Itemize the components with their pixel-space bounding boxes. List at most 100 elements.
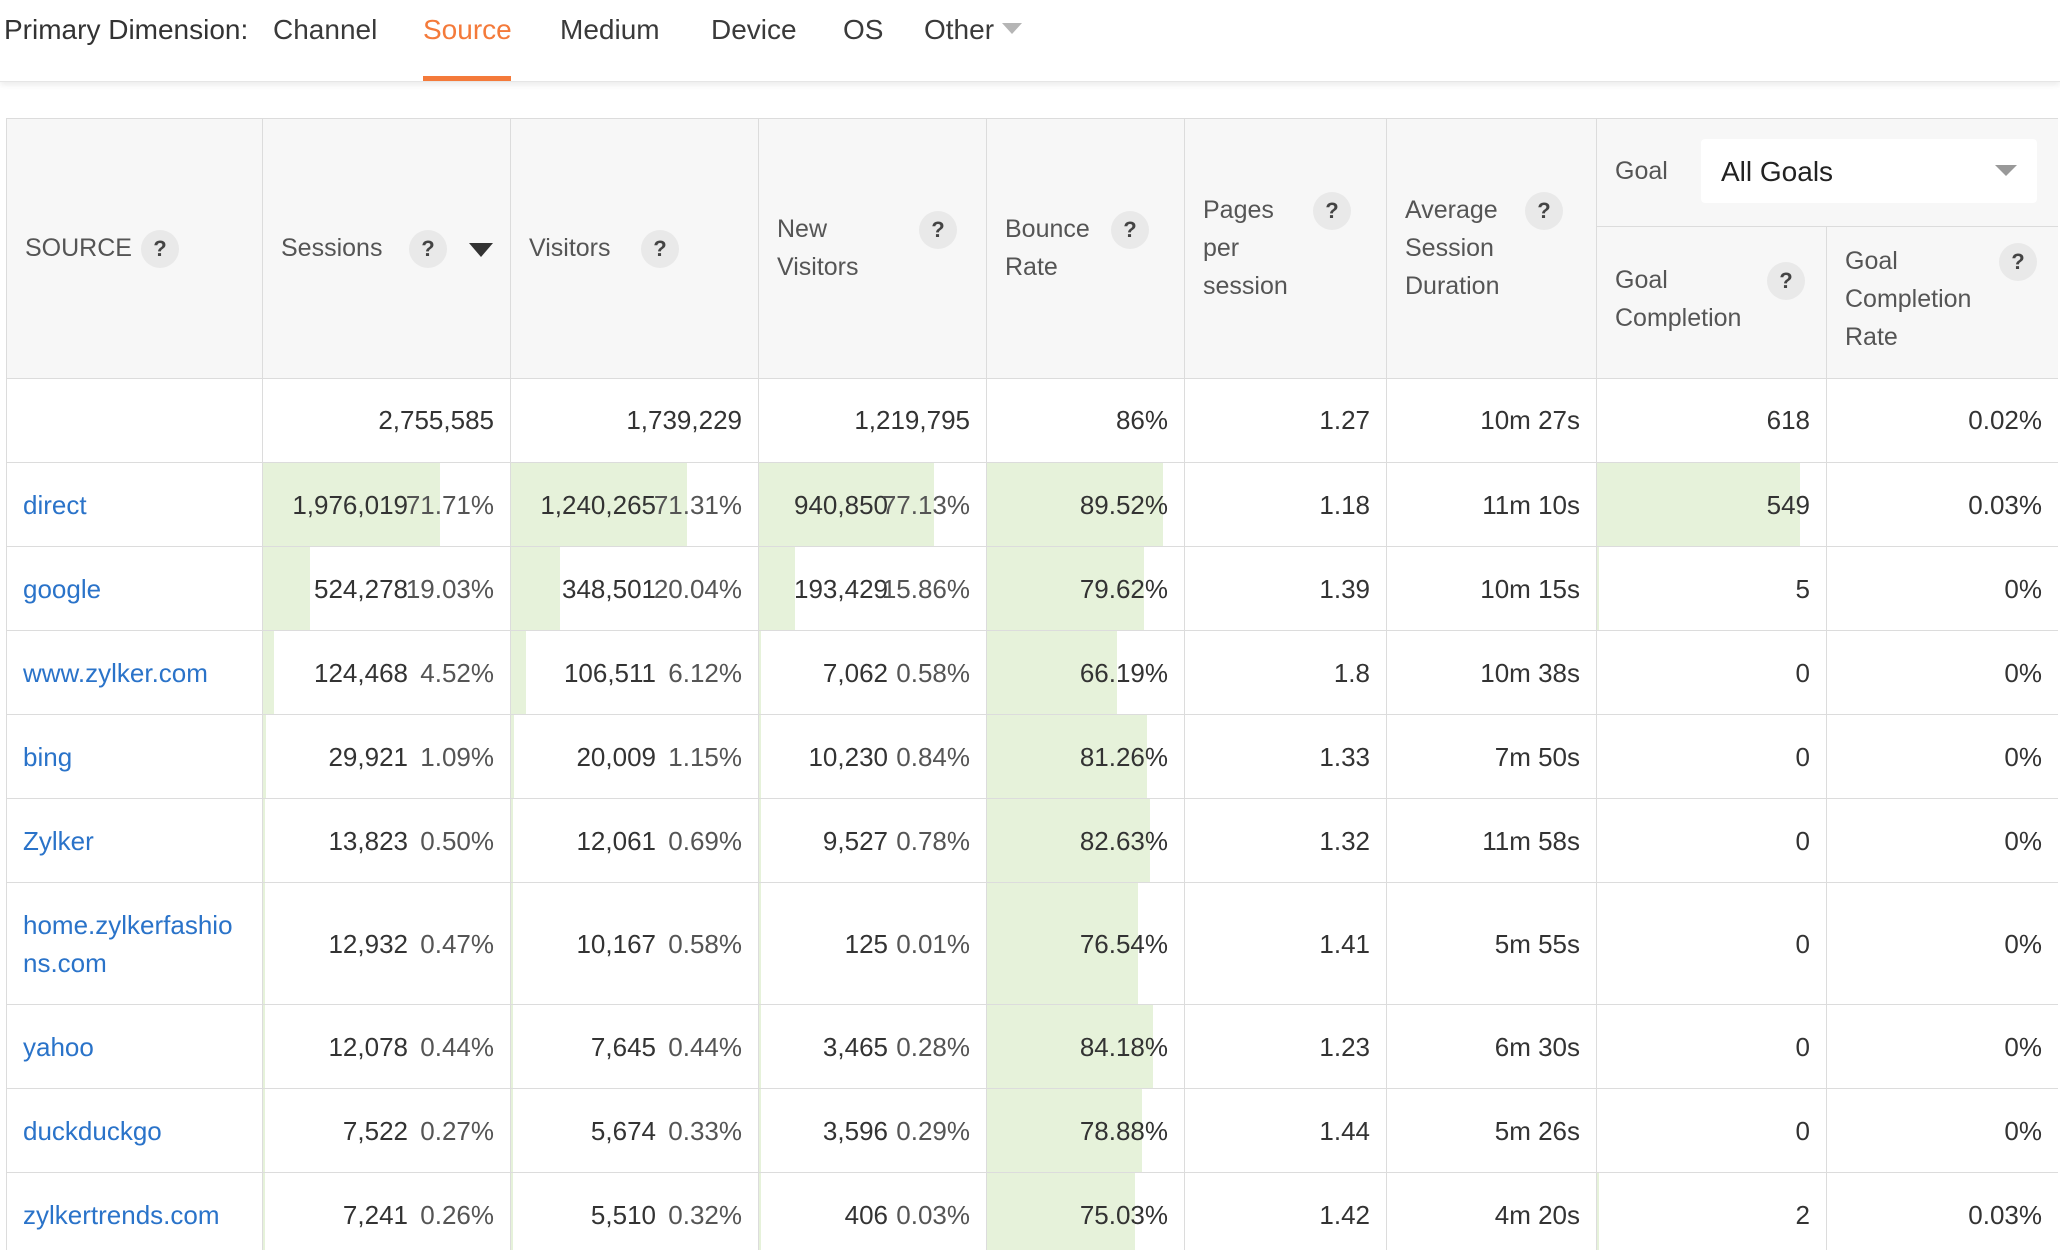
tab-os[interactable]: OS (843, 14, 884, 45)
goal-completion-cell: 2 (1597, 1173, 1827, 1250)
bounce-rate-value: 84.18% (1079, 1032, 1168, 1062)
visitors-value: 12,061 (576, 826, 656, 856)
pages-per-session-cell: 1.41 (1185, 883, 1387, 1005)
sessions-value: 7,241 (342, 1200, 408, 1230)
goal-completion-bar (1597, 547, 1599, 630)
source-link[interactable]: www.zylker.com (23, 658, 208, 688)
goal-completion-rate-value: 0% (2004, 929, 2042, 959)
tab-device[interactable]: Device (711, 14, 797, 45)
new-visitors-share-bar (759, 1005, 761, 1088)
sessions-share-bar (263, 631, 275, 714)
goal-completion-rate-value: 0% (2004, 1116, 2042, 1146)
visitors-value: 10,167 (576, 929, 656, 959)
goal-completion-rate-cell: 0% (1827, 883, 2058, 1005)
goal-completion-rate-cell: 0% (1827, 631, 2058, 715)
goal-select[interactable]: All Goals (1701, 139, 2037, 203)
new-visitors-share-bar (759, 883, 761, 1004)
visitors-cell: 5,510 0.32% (511, 1173, 759, 1250)
sort-descending-icon[interactable] (469, 243, 493, 257)
goal-completion-rate-value: 0% (2004, 658, 2042, 688)
new-visitors-percent: 0.84% (896, 742, 970, 772)
sessions-value: 13,823 (328, 826, 408, 856)
visitors-percent: 0.44% (668, 1032, 742, 1062)
source-link[interactable]: ns.com (23, 948, 107, 978)
avg-session-duration-value: 10m 38s (1480, 658, 1580, 688)
sessions-value: 29,921 (328, 742, 408, 772)
header-bounce-rate[interactable]: Bounce Rate ? (987, 119, 1185, 379)
avg-session-duration-value: 5m 26s (1494, 1116, 1580, 1146)
bounce-rate-cell: 75.03% (987, 1173, 1185, 1250)
header-new-visitors[interactable]: New Visitors ? (759, 119, 987, 379)
source-link[interactable]: home.zylkerfashio (23, 910, 233, 940)
new-visitors-cell: 9,527 0.78% (759, 799, 987, 883)
avg-session-duration-value: 11m 58s (1482, 826, 1580, 856)
new-visitors-value: 10,230 (808, 742, 888, 772)
visitors-share-bar (511, 547, 561, 630)
help-icon[interactable]: ? (409, 230, 447, 268)
goal-completion-rate-cell: 0% (1827, 715, 2058, 799)
pages-per-session-cell: 1.42 (1185, 1173, 1387, 1250)
help-icon[interactable]: ? (1999, 243, 2037, 281)
source-link[interactable]: yahoo (23, 1032, 94, 1062)
new-visitors-value: 7,062 (822, 658, 888, 688)
bounce-rate-value: 79.62% (1079, 574, 1168, 604)
source-report-table: SOURCE ? Sessions ? Visitors ? New Visit… (6, 118, 2058, 1250)
tab-channel[interactable]: Channel (273, 14, 378, 45)
tab-other[interactable]: Other (924, 14, 1023, 46)
header-visitors[interactable]: Visitors ? (511, 119, 759, 379)
header-goal-completion-rate[interactable]: Goal Completion Rate ? (1827, 227, 2058, 379)
avg-session-duration-value: 11m 10s (1482, 490, 1580, 520)
source-link[interactable]: direct (23, 490, 87, 520)
source-link[interactable]: bing (23, 742, 73, 772)
header-sessions[interactable]: Sessions ? (263, 119, 511, 379)
new-visitors-cell: 193,429 15.86% (759, 547, 987, 631)
pages-per-session-cell: 1.23 (1185, 1005, 1387, 1089)
bounce-rate-cell: 66.19% (987, 631, 1185, 715)
help-icon[interactable]: ? (141, 230, 179, 268)
bounce-rate-value: 66.19% (1079, 658, 1168, 688)
visitors-percent: 0.58% (668, 929, 742, 959)
source-cell: yahoo (7, 1005, 263, 1089)
help-icon[interactable]: ? (1111, 211, 1149, 249)
visitors-share-bar (511, 463, 688, 546)
avg-session-duration-cell: 11m 58s (1387, 799, 1597, 883)
visitors-value: 7,645 (590, 1032, 656, 1062)
primary-dimension-label: Primary Dimension: (4, 14, 249, 45)
bounce-rate-value: 76.54% (1079, 929, 1168, 959)
help-icon[interactable]: ? (641, 230, 679, 268)
source-link[interactable]: zylkertrends.com (23, 1200, 220, 1230)
header-new-visitors-line2: Visitors (777, 253, 859, 281)
goal-completion-rate-value: 0.03% (1968, 490, 2042, 520)
goal-completion-cell: 5 (1597, 547, 1827, 631)
tab-medium[interactable]: Medium (560, 14, 660, 45)
sessions-cell: 7,241 0.26% (263, 1173, 511, 1250)
header-bounce-rate-line2: Rate (1005, 253, 1058, 281)
new-visitors-percent: 0.58% (896, 658, 970, 688)
source-link[interactable]: Zylker (23, 826, 94, 856)
help-icon[interactable]: ? (1313, 192, 1351, 230)
goal-completion-rate-value: 0% (2004, 742, 2042, 772)
sessions-share-bar (263, 1089, 265, 1172)
total-duration-cell: 10m 27s (1387, 379, 1597, 463)
pages-per-session-value: 1.42 (1319, 1200, 1370, 1230)
header-goal-completion[interactable]: Goal Completion ? (1597, 227, 1827, 379)
goal-completion-cell: 0 (1597, 1005, 1827, 1089)
tab-source[interactable]: Source (423, 14, 512, 45)
help-icon[interactable]: ? (1525, 192, 1563, 230)
source-cell: www.zylker.com (7, 631, 263, 715)
sessions-value: 7,522 (342, 1116, 408, 1146)
bounce-rate-cell: 82.63% (987, 799, 1185, 883)
help-icon[interactable]: ? (1767, 262, 1805, 300)
total-goal-rate-cell: 0.02% (1827, 379, 2058, 463)
pages-per-session-value: 1.8 (1333, 658, 1370, 688)
goal-completion-value: 2 (1795, 1200, 1810, 1230)
header-avg-session-duration[interactable]: Average Session Duration ? (1387, 119, 1597, 379)
total-sessions: 2,755,585 (378, 405, 494, 435)
help-icon[interactable]: ? (919, 211, 957, 249)
source-link[interactable]: google (23, 574, 102, 604)
header-pages-per-session[interactable]: Pages per session ? (1185, 119, 1387, 379)
header-pages-line1: Pages (1203, 196, 1274, 224)
bounce-rate-cell: 84.18% (987, 1005, 1185, 1089)
source-link[interactable]: duckduckgo (23, 1116, 162, 1146)
visitors-percent: 71.31% (653, 490, 742, 520)
